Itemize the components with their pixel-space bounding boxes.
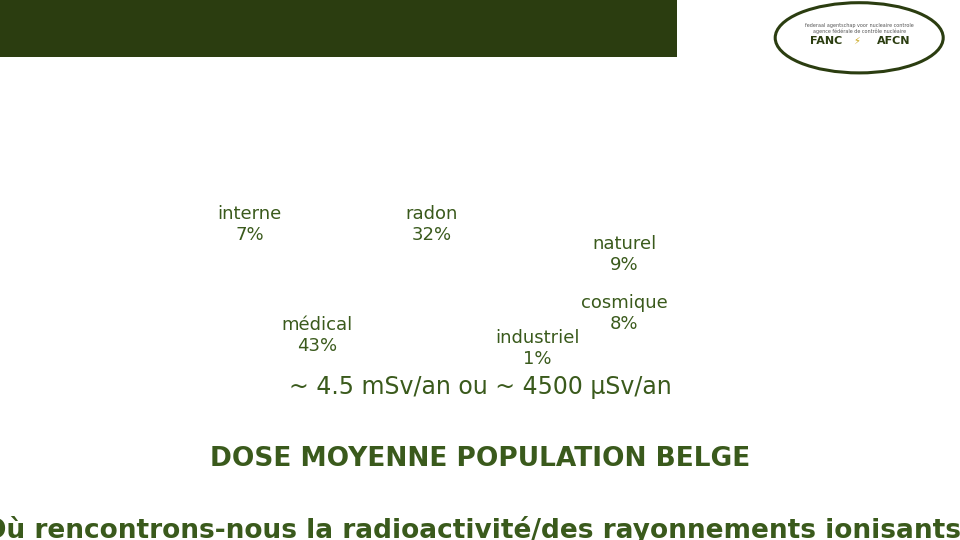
Text: AFCN: AFCN bbox=[876, 36, 910, 45]
Text: federaal agentschap voor nucleaire controle
agence fédérale de contrôle nucléair: federaal agentschap voor nucleaire contr… bbox=[804, 23, 914, 34]
Text: FANC: FANC bbox=[809, 36, 842, 45]
Text: ~ 4.5 mSv/an ou ~ 4500 μSv/an: ~ 4.5 mSv/an ou ~ 4500 μSv/an bbox=[289, 375, 671, 399]
Text: naturel
9%: naturel 9% bbox=[592, 235, 656, 274]
Text: cosmique
8%: cosmique 8% bbox=[581, 294, 667, 333]
Text: médical
43%: médical 43% bbox=[281, 316, 352, 355]
Text: DOSE MOYENNE POPULATION BELGE: DOSE MOYENNE POPULATION BELGE bbox=[210, 446, 750, 471]
Text: interne
7%: interne 7% bbox=[218, 205, 281, 244]
Text: Où rencontrons-nous la radioactivité/des rayonnements ionisants?: Où rencontrons-nous la radioactivité/des… bbox=[0, 516, 960, 540]
FancyBboxPatch shape bbox=[0, 0, 677, 57]
Text: radon
32%: radon 32% bbox=[406, 205, 458, 244]
Text: ⚡: ⚡ bbox=[852, 36, 860, 45]
Ellipse shape bbox=[775, 3, 943, 73]
Text: industriel
1%: industriel 1% bbox=[495, 329, 580, 368]
